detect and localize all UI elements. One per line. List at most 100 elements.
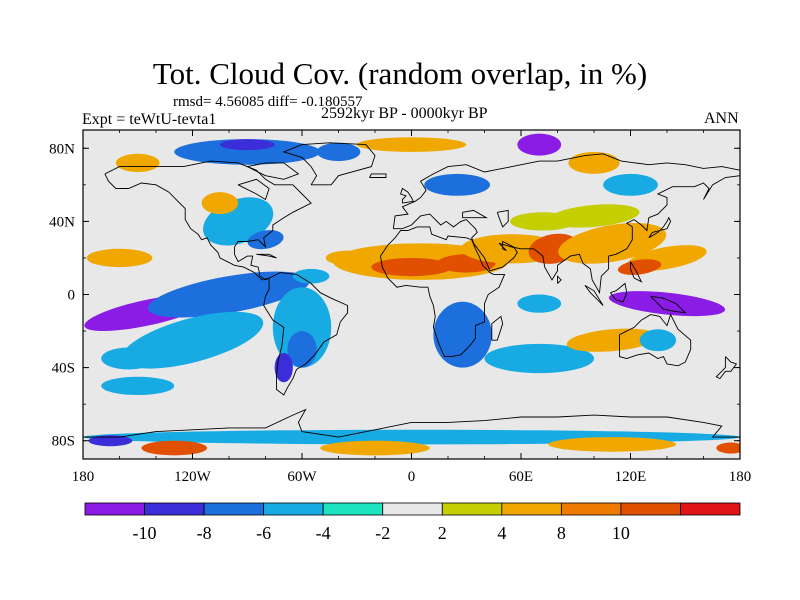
anomaly-region-north-america-blue	[247, 230, 284, 250]
coastline-africa	[380, 226, 506, 358]
coastline-new-guinea	[650, 295, 687, 314]
anomaly-region-antarctic-orange-2	[320, 440, 430, 456]
anomaly-region-west-pacific-red	[617, 259, 662, 275]
colorbar: -10 -8 -6 -4 -2 2 4 8 10	[84, 502, 741, 543]
anomaly-region-arctic-blue-canada	[174, 139, 321, 165]
anomaly-region-south-america-core	[287, 331, 317, 368]
latitude-axis: 80N 40N 0 40S 80S	[49, 141, 740, 450]
colorbar-box	[263, 502, 324, 516]
coastline-eurasia-south	[393, 175, 740, 295]
anomaly-region-asia-orange	[558, 222, 667, 264]
colorbar-box	[84, 502, 145, 516]
coastline-borneo	[610, 282, 628, 303]
anomaly-region-south-america	[272, 287, 332, 368]
colorbar-label: 8	[557, 523, 566, 543]
colorbar-label: -2	[375, 523, 390, 543]
anomaly-region-antarctic-orange-3	[548, 437, 677, 452]
anomaly-region-south-africa-blue	[433, 301, 492, 368]
colorbar-label: -8	[197, 523, 212, 543]
experiment-label: Expt = teWtU-tevta1	[82, 111, 217, 128]
anomaly-region-atlantic-orange-north	[86, 248, 153, 268]
coastline-antarctica	[83, 408, 740, 438]
anomaly-region-antarctic-red-east	[716, 442, 740, 454]
colorbar-box	[501, 502, 562, 516]
anomaly-region-atlantic-orange	[325, 250, 370, 266]
coastline-australia	[619, 313, 692, 367]
anomaly-region-west-atlantic-cyan	[292, 268, 330, 284]
colorbar-box	[620, 502, 681, 516]
anomaly-region-indian-ocean-blue	[517, 294, 562, 313]
colorbar-box	[680, 502, 741, 516]
lat-tick-label: 40N	[49, 214, 75, 230]
plot-title: Tot. Cloud Cov. (random overlap, in %)	[152, 56, 648, 91]
coastline-baffin	[245, 162, 300, 180]
anomaly-region-siberia-orange	[568, 151, 620, 174]
anomaly-region-pacific-equator-west	[608, 291, 726, 317]
anomaly-region-alaska-orange	[115, 153, 160, 173]
anomaly-region-europe-blue	[424, 173, 490, 196]
lon-tick-label: 120W	[174, 469, 212, 485]
coastline-nz	[715, 356, 738, 380]
lat-tick-label: 80N	[49, 141, 75, 157]
colorbar-box	[322, 502, 384, 516]
colorbar-label: 10	[612, 523, 630, 543]
rmsd-diff-stats: rmsd= 4.56085 diff= -0.180557	[173, 94, 363, 110]
colorbar-label: 4	[497, 523, 506, 543]
coastline-british-isles	[400, 187, 414, 204]
lon-tick-label: 180	[729, 469, 752, 485]
anomaly-region-antarctic-orange-west	[141, 440, 208, 456]
coastline-hudson	[237, 178, 270, 201]
anomaly-region-antarctic-blue	[88, 435, 133, 447]
anomaly-region-andes-blue	[274, 352, 293, 383]
colorbar-box	[382, 502, 443, 516]
coastline-indonesia	[584, 285, 604, 306]
coastline-black-sea	[462, 209, 488, 219]
longitude-axis: 180 120W 60W 0 60E 120E 180	[72, 130, 752, 485]
colorbar-box	[560, 502, 622, 516]
anomaly-region-siberia-cyan	[603, 173, 658, 196]
coastline-iceland	[369, 173, 387, 178]
anomaly-region-arctic-orange	[356, 137, 467, 152]
anomaly-region-east-pacific-cyan	[121, 311, 264, 369]
coastline-greenland	[282, 142, 376, 186]
lat-tick-label: 80S	[52, 434, 75, 450]
lat-tick-label: 0	[68, 288, 76, 304]
anomaly-region-australia-cyan	[639, 329, 677, 352]
coastline-japan	[648, 216, 672, 239]
anomaly-field	[83, 133, 740, 456]
coastline-philippines	[630, 261, 643, 283]
lon-tick-label: 0	[408, 469, 416, 485]
anomaly-region-arctic-purple	[219, 139, 275, 151]
colorbar-label: 2	[438, 523, 447, 543]
colorbar-label: -10	[133, 523, 157, 543]
coastline-cuba	[256, 253, 277, 259]
anomaly-region-north-america-orange	[201, 192, 239, 215]
lon-tick-label: 120E	[615, 469, 647, 485]
anomaly-region-central-asia-yellow	[510, 212, 576, 231]
colorbar-box	[441, 502, 503, 516]
lon-tick-label: 60W	[287, 469, 317, 485]
anomaly-region-siberia-purple	[517, 133, 562, 156]
lat-tick-label: 40S	[52, 361, 75, 377]
colorbar-label: -6	[256, 523, 271, 543]
anomaly-region-greenland-blue	[316, 142, 361, 162]
anomaly-region-southern-ocean-cyan	[101, 376, 175, 396]
lon-tick-label: 60E	[509, 469, 533, 485]
colorbar-label: -4	[316, 523, 331, 543]
colorbar-box	[144, 502, 205, 516]
season-label: ANN	[704, 110, 739, 127]
coastline-madagascar	[491, 315, 504, 341]
coastlines	[83, 142, 740, 438]
anomaly-region-south-indian-orange	[566, 328, 658, 352]
coastline-caspian	[496, 209, 509, 228]
anomaly-region-south-indian-cyan	[484, 343, 594, 374]
lon-tick-label: 180	[72, 469, 95, 485]
anomaly-region-sahel-red	[371, 257, 452, 277]
coastline-south-america	[263, 272, 349, 396]
coastline-north-america	[104, 160, 312, 281]
time-period-label: 2592kyr BP - 0000kyr BP	[321, 105, 488, 122]
coastline-sri-lanka	[557, 275, 562, 284]
colorbar-box	[203, 502, 265, 516]
coastline-eurasia	[392, 153, 740, 229]
